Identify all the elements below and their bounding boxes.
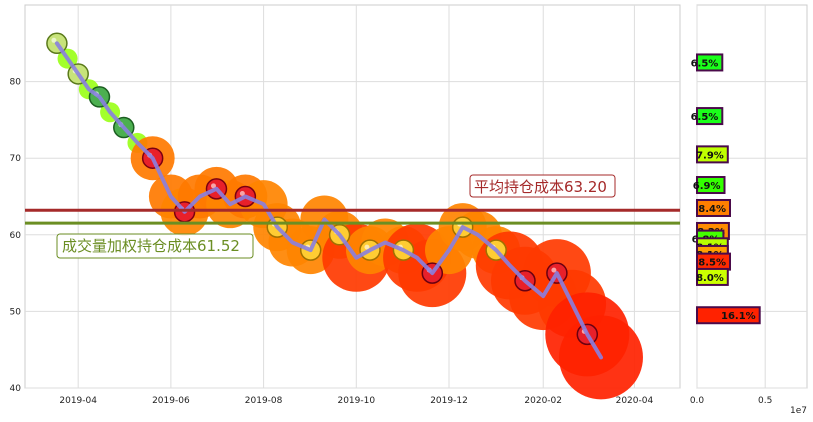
- distribution-scale-label: 1e7: [790, 406, 807, 416]
- x-tick-label: 2020-02: [524, 396, 562, 406]
- x-tick-label: 2019-06: [152, 396, 190, 406]
- y-tick-label: 40: [10, 384, 22, 394]
- y-tick-label: 60: [10, 231, 22, 241]
- distribution-x-tick-label: 0.5: [758, 396, 772, 406]
- avg-cost-label: 平均持仓成本63.20: [474, 178, 607, 196]
- distribution-bar-label: 7.9%: [696, 150, 724, 161]
- distribution-bar-label: 8.5%: [698, 258, 726, 269]
- distribution-x-tick-label: 0.0: [690, 396, 705, 406]
- y-tick-label: 80: [10, 78, 22, 88]
- distribution-bar-label: 6.9%: [693, 181, 721, 192]
- distribution-plot: 6.5%6.5%7.9%6.9%8.4%8.2%6.8%8.1%8.1%8.5%…: [690, 4, 808, 416]
- distribution-bar: 8.5%: [696, 252, 731, 271]
- distribution-bar: 16.1%: [696, 306, 761, 325]
- distribution-bar: 6.5%: [691, 107, 724, 126]
- distribution-bar: 7.9%: [696, 145, 729, 164]
- price-line: [54, 41, 603, 360]
- distribution-bars: 6.5%6.5%7.9%6.9%8.4%8.2%6.8%8.1%8.1%8.5%…: [691, 53, 761, 325]
- reference-lines: [25, 208, 680, 225]
- vw-cost-label: 成交量加权持仓成本61.52: [62, 237, 240, 255]
- y-tick-label: 70: [10, 154, 22, 164]
- x-tick-label: 2019-08: [245, 396, 283, 406]
- avg-cost-annotation: 平均持仓成本63.20: [469, 174, 616, 198]
- main-grid: [25, 5, 680, 389]
- x-tick-label: 2020-04: [616, 396, 654, 406]
- distribution-bar-label: 16.1%: [721, 311, 756, 322]
- distribution-bar: 8.4%: [696, 198, 731, 217]
- distribution-bar: 8.0%: [696, 267, 729, 286]
- x-tick-label: 2019-04: [59, 396, 97, 406]
- distribution-bar-label: 6.5%: [691, 58, 719, 69]
- x-tick-label: 2019-10: [337, 396, 375, 406]
- distribution-bar: 6.5%: [691, 53, 724, 72]
- vw-cost-annotation: 成交量加权持仓成本61.52: [56, 233, 254, 259]
- main-ticks: 40 50 60 70 80 2019-04 2019-06 2019-08 2019-10 20…: [10, 78, 654, 406]
- x-tick-label: 2019-12: [430, 396, 468, 406]
- main-plot: 40 50 60 70 80 2019-04 2019-06 2019-08 2019-10 20…: [10, 4, 681, 406]
- y-tick-label: 50: [10, 307, 22, 317]
- distribution-bar-label: 8.4%: [698, 204, 726, 215]
- distribution-ticks: 0.0 0.5: [690, 396, 773, 406]
- distribution-bar-label: 8.0%: [696, 273, 724, 284]
- distribution-bar-label: 6.5%: [691, 112, 719, 123]
- distribution-bar: 6.9%: [693, 176, 726, 195]
